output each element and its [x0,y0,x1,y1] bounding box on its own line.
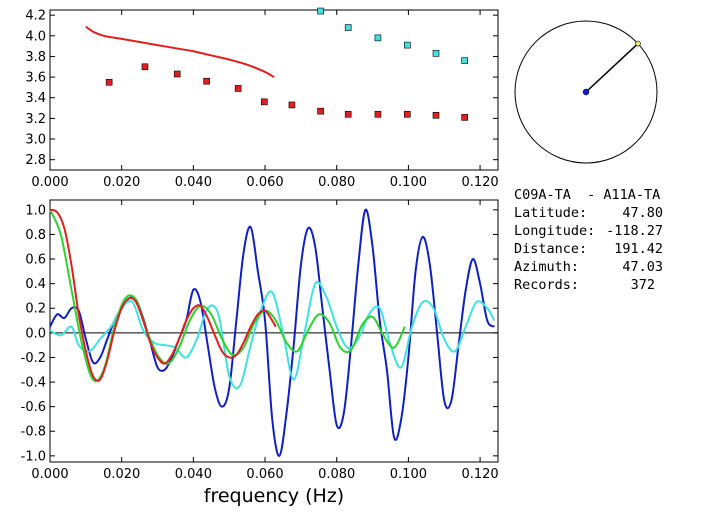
station-center-dot [582,88,590,96]
dispersion-panel: 0.000 0.020 0.040 0.060 0.080 0.100 0.120 2.8 3.… [25,7,499,190]
dispersion-point [432,50,440,57]
dispersion-point [344,24,352,31]
coherency-x-tick-label: 0.000 [31,467,68,482]
dispersion-y-tick-label: 4.2 [25,9,46,24]
longitude-value: -118.27 [606,223,663,239]
coherency-series-line-2 [49,209,406,382]
coherency-plot-frame [49,199,499,463]
dispersion-point [374,110,382,118]
coherency-x-tick-label: 0.120 [461,467,498,482]
dispersion-y-tick-label: 3.0 [25,133,46,148]
dispersion-x-tick-label: 0.040 [175,175,212,190]
dispersion-point [432,111,440,119]
dispersion-point [317,107,324,115]
dispersion-x-tick-label: 0.120 [461,175,498,190]
records-label: Records: [514,277,579,293]
coherency-panel: 0.000 0.020 0.040 0.060 0.080 0.100 0.120 1.0 0.… [21,199,499,507]
azimuth-map-inset [514,20,658,164]
station-info: C09A-TA - A11A-TA Latitude: 47.80 Longit… [514,187,663,293]
azimuth-value: 47.03 [622,259,663,275]
dispersion-y-tick-label: 2.8 [25,153,46,168]
dispersion-y-tick-label: 3.6 [25,71,46,86]
coherency-y-tick-label: 0.8 [25,228,46,243]
coherency-y-tick-label: 0.2 [25,302,46,317]
x-axis-label: frequency (Hz) [204,485,344,507]
coherency-y-tick-label: 1.0 [25,203,46,218]
coherency-series-line-3 [49,208,277,382]
dispersion-point [461,114,468,121]
dispersion-x-tick-label: 0.060 [246,175,283,190]
station-pair: C09A-TA - A11A-TA [514,187,660,203]
dispersion-point [203,77,210,85]
dispersion-point [173,70,181,78]
dispersion-point [404,41,411,49]
azimuth-line [585,43,639,93]
coherency-marks [49,208,498,457]
coherency-x-tick-label: 0.080 [318,467,355,482]
dispersion-x-tick-label: 0.100 [390,175,427,190]
azimuth-ring [514,20,658,164]
longitude-label: Longitude: [514,223,595,239]
latitude-label: Latitude: [514,205,587,221]
dispersion-plot-frame [49,9,499,171]
dispersion-point [461,57,468,64]
coherency-x-tick-label: 0.060 [246,467,283,482]
dispersion-series-line-2 [85,25,275,78]
dispersion-point [404,110,411,118]
dispersion-point [141,63,149,71]
dispersion-point [317,7,324,15]
distance-label: Distance: [514,241,587,257]
coherency-x-tick-label: 0.100 [390,467,427,482]
dispersion-y-tick-label: 3.4 [25,91,46,106]
coherency-y-tick-label: -0.8 [21,425,46,440]
dispersion-y-tick-label: 3.2 [25,112,46,127]
azimuth-label: Azimuth: [514,259,579,275]
station-end-dot [635,40,641,47]
distance-value: 191.42 [614,241,663,257]
coherency-y-tick-label: -0.6 [21,400,46,415]
dispersion-y-tick-label: 4.0 [25,29,46,44]
coherency-ticks: 0.000 0.020 0.040 0.060 0.080 0.100 0.120 1.0 0.… [21,200,499,482]
dispersion-point [234,85,242,92]
coherency-y-tick-label: -1.0 [21,449,46,464]
coherency-y-tick-label: 0.0 [25,326,46,341]
coherency-x-tick-label: 0.020 [103,467,140,482]
dispersion-point [288,101,296,109]
coherency-series-line-1 [49,280,496,390]
dispersion-marks [85,7,468,121]
latitude-value: 47.80 [622,205,663,221]
dispersion-point [105,78,113,86]
dispersion-x-tick-label: 0.000 [31,175,68,190]
coherency-y-tick-label: 0.4 [25,277,46,292]
dispersion-y-tick-label: 3.8 [25,50,46,65]
coherency-y-tick-label: -0.4 [21,376,46,391]
coherency-y-tick-label: 0.6 [25,253,46,268]
dispersion-x-tick-label: 0.020 [103,175,140,190]
dispersion-ticks: 0.000 0.020 0.040 0.060 0.080 0.100 0.120 2.8 3.… [25,9,498,190]
records-value: 372 [631,277,655,293]
dispersion-point [374,34,382,42]
dispersion-point [344,110,352,118]
dispersion-x-tick-label: 0.080 [318,175,355,190]
coherency-x-tick-label: 0.040 [175,467,212,482]
coherency-y-tick-label: -0.2 [21,351,46,366]
dispersion-point [261,98,268,106]
